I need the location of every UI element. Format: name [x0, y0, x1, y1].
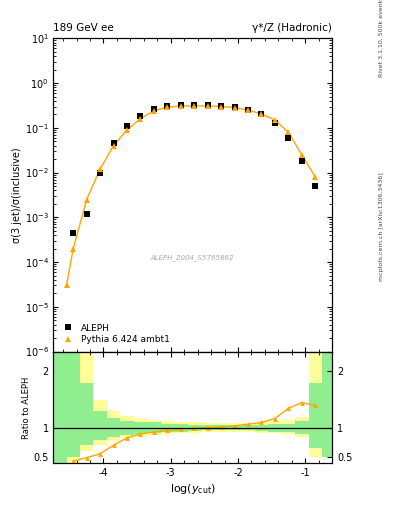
- Pythia 6.424 ambt1: [98, 166, 103, 172]
- Text: γ*/Z (Hadronic): γ*/Z (Hadronic): [252, 23, 332, 33]
- Pythia 6.424 ambt1: [71, 246, 75, 252]
- Pythia 6.424 ambt1: [246, 107, 250, 113]
- ALEPH: [178, 101, 183, 108]
- Pythia 6.424 ambt1: [111, 143, 116, 149]
- Line: Pythia 6.424 ambt1: Pythia 6.424 ambt1: [64, 103, 318, 288]
- Pythia 6.424 ambt1: [192, 103, 196, 109]
- ALEPH: [111, 140, 116, 146]
- ALEPH: [138, 113, 143, 119]
- ALEPH: [219, 103, 224, 109]
- Text: mcplots.cern.ch [arXiv:1306.3436]: mcplots.cern.ch [arXiv:1306.3436]: [379, 173, 384, 281]
- Pythia 6.424 ambt1: [84, 197, 89, 203]
- ALEPH: [192, 101, 196, 108]
- ALEPH: [125, 123, 129, 129]
- Text: 189 GeV ee: 189 GeV ee: [53, 23, 114, 33]
- Pythia 6.424 ambt1: [273, 117, 277, 123]
- Pythia 6.424 ambt1: [64, 283, 69, 289]
- ALEPH: [84, 211, 89, 217]
- ALEPH: [273, 120, 277, 126]
- X-axis label: $\log(y_{\rm cut})$: $\log(y_{\rm cut})$: [170, 482, 215, 496]
- Pythia 6.424 ambt1: [205, 103, 210, 109]
- Pythia 6.424 ambt1: [299, 152, 304, 158]
- Line: ALEPH: ALEPH: [70, 101, 318, 236]
- ALEPH: [98, 169, 103, 176]
- Pythia 6.424 ambt1: [219, 103, 224, 110]
- Text: Rivet 3.1.10, 500k events: Rivet 3.1.10, 500k events: [379, 0, 384, 77]
- ALEPH: [259, 111, 264, 117]
- Pythia 6.424 ambt1: [232, 104, 237, 111]
- Pythia 6.424 ambt1: [259, 111, 264, 117]
- Legend: ALEPH, Pythia 6.424 ambt1: ALEPH, Pythia 6.424 ambt1: [57, 321, 173, 347]
- ALEPH: [232, 104, 237, 110]
- Pythia 6.424 ambt1: [286, 129, 291, 135]
- ALEPH: [165, 103, 170, 109]
- Pythia 6.424 ambt1: [125, 127, 129, 133]
- Pythia 6.424 ambt1: [178, 103, 183, 109]
- ALEPH: [152, 105, 156, 112]
- Pythia 6.424 ambt1: [138, 116, 143, 122]
- ALEPH: [299, 158, 304, 164]
- Pythia 6.424 ambt1: [152, 108, 156, 114]
- ALEPH: [286, 135, 291, 141]
- Y-axis label: Ratio to ALEPH: Ratio to ALEPH: [22, 376, 31, 439]
- ALEPH: [246, 107, 250, 113]
- ALEPH: [71, 230, 75, 236]
- Y-axis label: σ(3 jet)/σ(inclusive): σ(3 jet)/σ(inclusive): [12, 147, 22, 243]
- ALEPH: [313, 183, 318, 189]
- ALEPH: [205, 102, 210, 109]
- Pythia 6.424 ambt1: [165, 104, 170, 110]
- Text: ALEPH_2004_S5765862: ALEPH_2004_S5765862: [151, 254, 234, 261]
- Pythia 6.424 ambt1: [313, 174, 318, 180]
